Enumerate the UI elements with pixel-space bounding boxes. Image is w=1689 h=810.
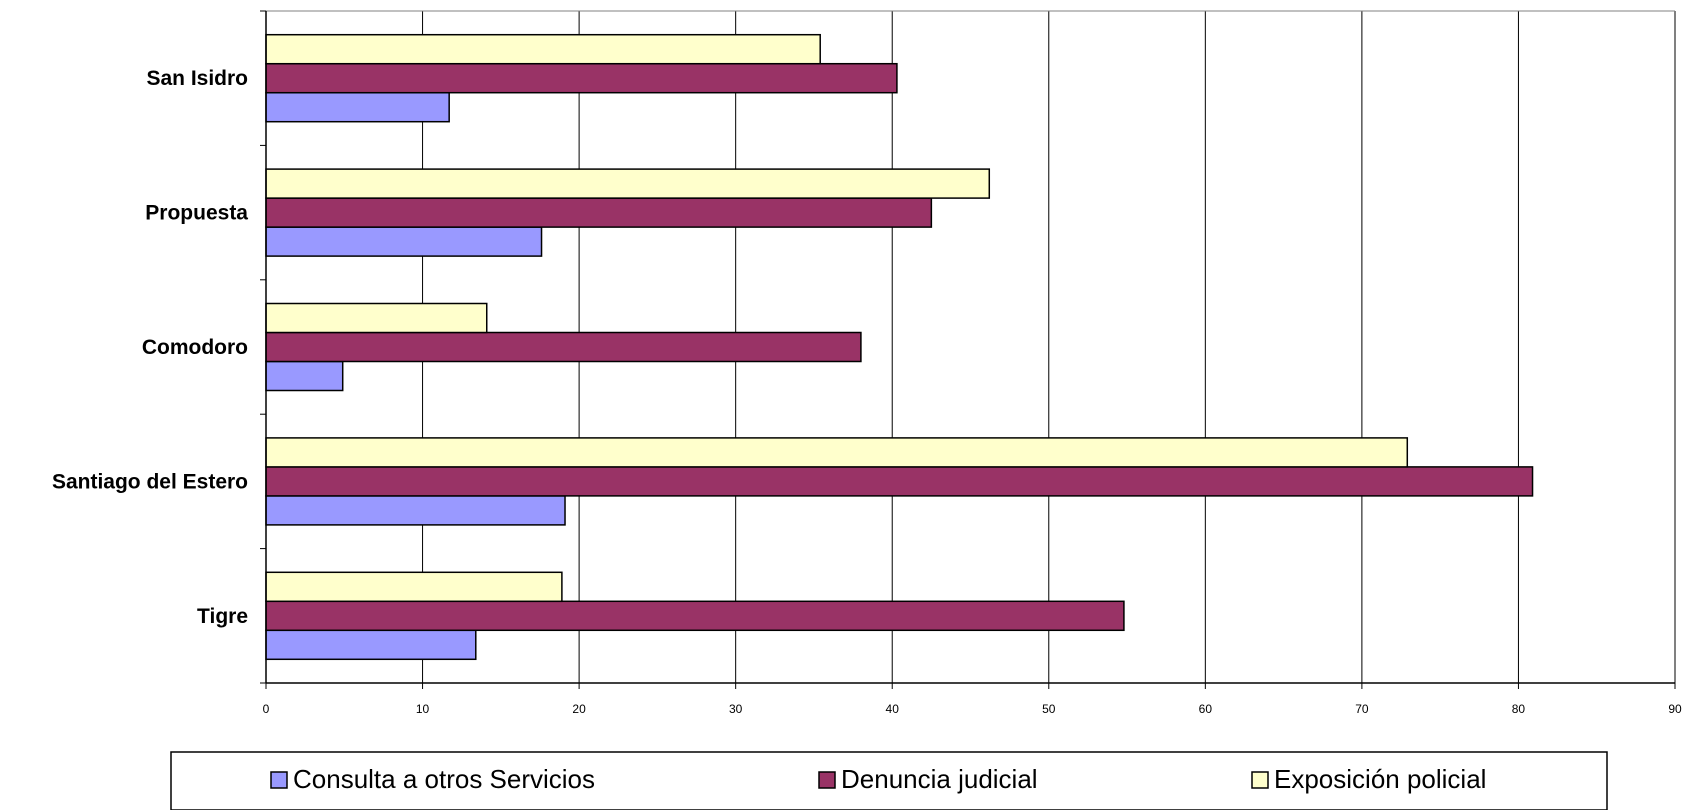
x-tick-labels: 0 10 20 30 40 50 60 70 80 90 (263, 702, 1682, 716)
bar-propuesta-exposicion-policial (265, 168, 991, 199)
bar-san-isidro-denuncia-judicial (265, 62, 898, 94)
legend-label-exposicion-policial: Exposición policial (1274, 764, 1486, 794)
legend: Consulta a otros Servicios Denuncia judic… (170, 751, 1608, 810)
bar-tigre-consulta-a-otros-servicios (265, 629, 477, 661)
legend-label-consulta-a-otros-servicios: Consulta a otros Servicios (293, 764, 595, 794)
bar-propuesta-denuncia-judicial (265, 197, 933, 228)
bar-tigre-denuncia-judicial (265, 600, 1125, 632)
x-tick-label-0: 0 (263, 702, 270, 716)
legend-swatch-consulta-a-otros-servicios (270, 771, 288, 789)
category-label-tigre: Tigre (197, 605, 248, 628)
gridlines (266, 10, 1676, 683)
category-label-comodoro: Comodoro (142, 336, 248, 359)
bar-santiago-del-estero-consulta-a-otros-servicios (265, 495, 566, 526)
x-tick-label-40: 40 (886, 702, 900, 716)
category-label-santiago-del-estero: Santiago del Estero (52, 470, 248, 493)
x-tick-label-80: 80 (1512, 702, 1526, 716)
category-label-propuesta: Propuesta (145, 202, 248, 225)
x-tick-label-10: 10 (416, 702, 430, 716)
bar-propuesta-consulta-a-otros-servicios (265, 226, 543, 257)
x-tick-label-90: 90 (1668, 702, 1682, 716)
axes (260, 10, 1676, 689)
x-tick-label-20: 20 (572, 702, 586, 716)
bar-santiago-del-estero-denuncia-judicial (265, 466, 1534, 497)
x-tick-label-60: 60 (1199, 702, 1213, 716)
legend-box (170, 751, 1608, 810)
bar-santiago-del-estero-exposicion-policial (265, 437, 1409, 468)
bar-comodoro-denuncia-judicial (265, 331, 862, 363)
bar-san-isidro-exposicion-policial (265, 33, 821, 65)
bar-comodoro-consulta-a-otros-servicios (265, 360, 344, 392)
category-labels: San Isidro Propuesta Comodoro Santiago del … (52, 67, 248, 628)
bars (265, 33, 1534, 661)
bar-tigre-exposicion-policial (265, 571, 563, 603)
x-tick-label-70: 70 (1355, 702, 1369, 716)
legend-swatch-exposicion-policial (1251, 771, 1269, 789)
legend-label-denuncia-judicial: Denuncia judicial (841, 764, 1038, 794)
bar-san-isidro-consulta-a-otros-servicios (265, 91, 450, 123)
x-tick-label-30: 30 (729, 702, 743, 716)
legend-swatch-denuncia-judicial (818, 771, 836, 789)
bar-comodoro-exposicion-policial (265, 302, 488, 334)
x-tick-label-50: 50 (1042, 702, 1056, 716)
category-label-san-isidro: San Isidro (146, 67, 248, 90)
